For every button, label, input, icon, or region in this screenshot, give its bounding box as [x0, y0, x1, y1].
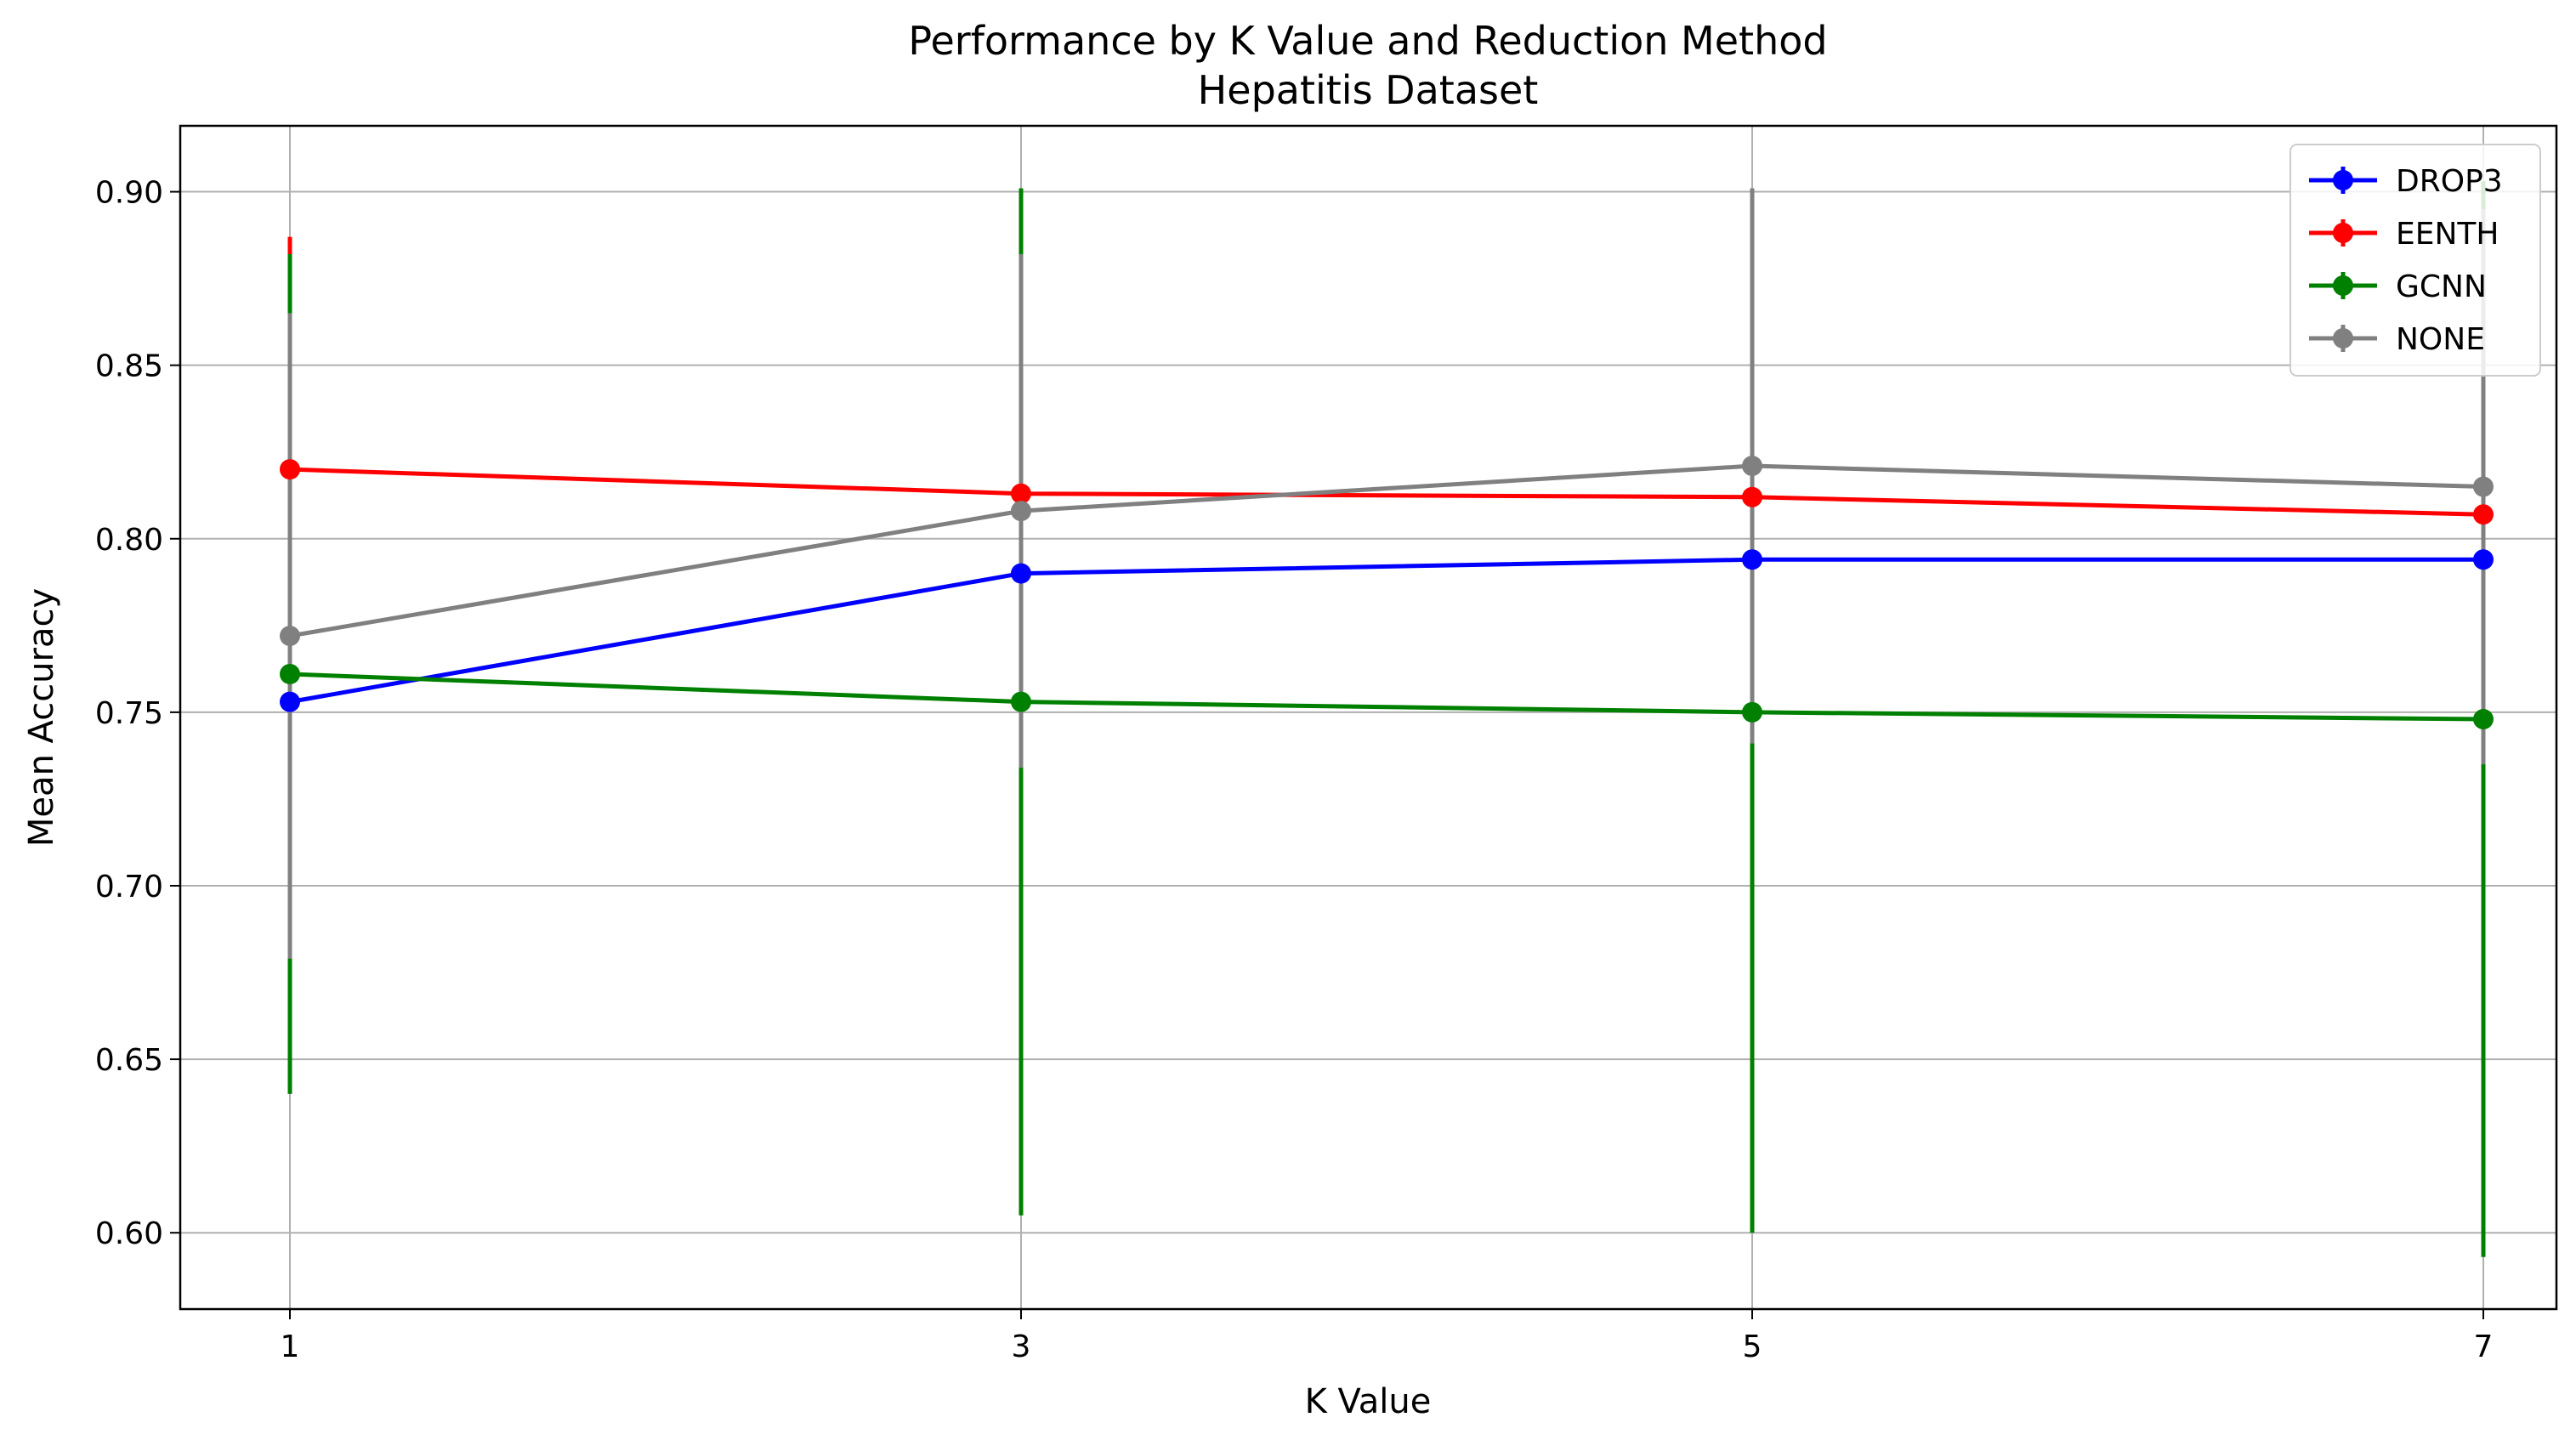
chart-subtitle: Hepatitis Dataset [1198, 67, 1539, 113]
data-point-eenth [1742, 486, 1762, 507]
data-point-eenth [2473, 504, 2494, 525]
legend-marker-eenth [2333, 223, 2353, 243]
plot-area-frame [179, 124, 2558, 1311]
data-point-drop3 [1742, 549, 1762, 570]
y-tick-label: 0.70 [95, 870, 163, 904]
data-point-gcnn [1011, 691, 1031, 712]
x-tick-label: 5 [1743, 1329, 1762, 1364]
x-tick-label: 1 [281, 1329, 300, 1364]
y-tick-label: 0.60 [95, 1216, 163, 1251]
y-tick-label: 0.85 [95, 349, 163, 384]
data-point-eenth [280, 459, 300, 480]
axis-ticks: 0.60 0.65 0.70 0.75 0.80 0.85 0.90 1 3 5 7 [95, 176, 2494, 1364]
y-tick-label: 0.90 [95, 176, 163, 211]
series-line-none [289, 463, 2484, 638]
legend-label-eenth: EENTH [2396, 217, 2499, 252]
legend-label-drop3: DROP3 [2396, 164, 2503, 199]
data-point-gcnn [2473, 709, 2494, 730]
legend: DROP3 EENTH GCNN NONE [2289, 144, 2541, 377]
data-point-none [1011, 501, 1031, 522]
y-tick-label: 0.75 [95, 696, 163, 731]
x-axis-label: K Value [1305, 1382, 1432, 1421]
x-tick-label: 3 [1012, 1329, 1031, 1364]
y-tick-label: 0.65 [95, 1043, 163, 1078]
chart-title: Performance by K Value and Reduction Met… [908, 18, 1827, 64]
legend-label-none: NONE [2396, 322, 2485, 357]
legend-box [2289, 144, 2541, 377]
data-point-drop3 [2473, 549, 2494, 570]
series-line-gcnn [289, 672, 2484, 722]
series-lines [289, 463, 2484, 722]
legend-label-gcnn: GCNN [2396, 269, 2487, 304]
legend-marker-gcnn [2333, 275, 2353, 296]
legend-marker-none [2333, 328, 2353, 349]
data-point-gcnn [1742, 701, 1762, 723]
data-point-none [2473, 476, 2494, 497]
x-tick-label: 7 [2474, 1329, 2494, 1364]
data-point-none [1742, 456, 1762, 477]
legend-marker-drop3 [2333, 170, 2353, 190]
data-point-gcnn [280, 663, 300, 684]
series-line-drop3 [289, 557, 2483, 705]
y-axis-label: Mean Accuracy [22, 588, 61, 847]
series-markers [280, 456, 2494, 730]
y-tick-label: 0.80 [95, 523, 163, 558]
data-point-none [280, 626, 300, 647]
data-point-drop3 [1011, 563, 1031, 584]
data-point-drop3 [280, 691, 300, 712]
series-line-eenth [289, 467, 2484, 517]
data-point-eenth [1011, 483, 1031, 504]
